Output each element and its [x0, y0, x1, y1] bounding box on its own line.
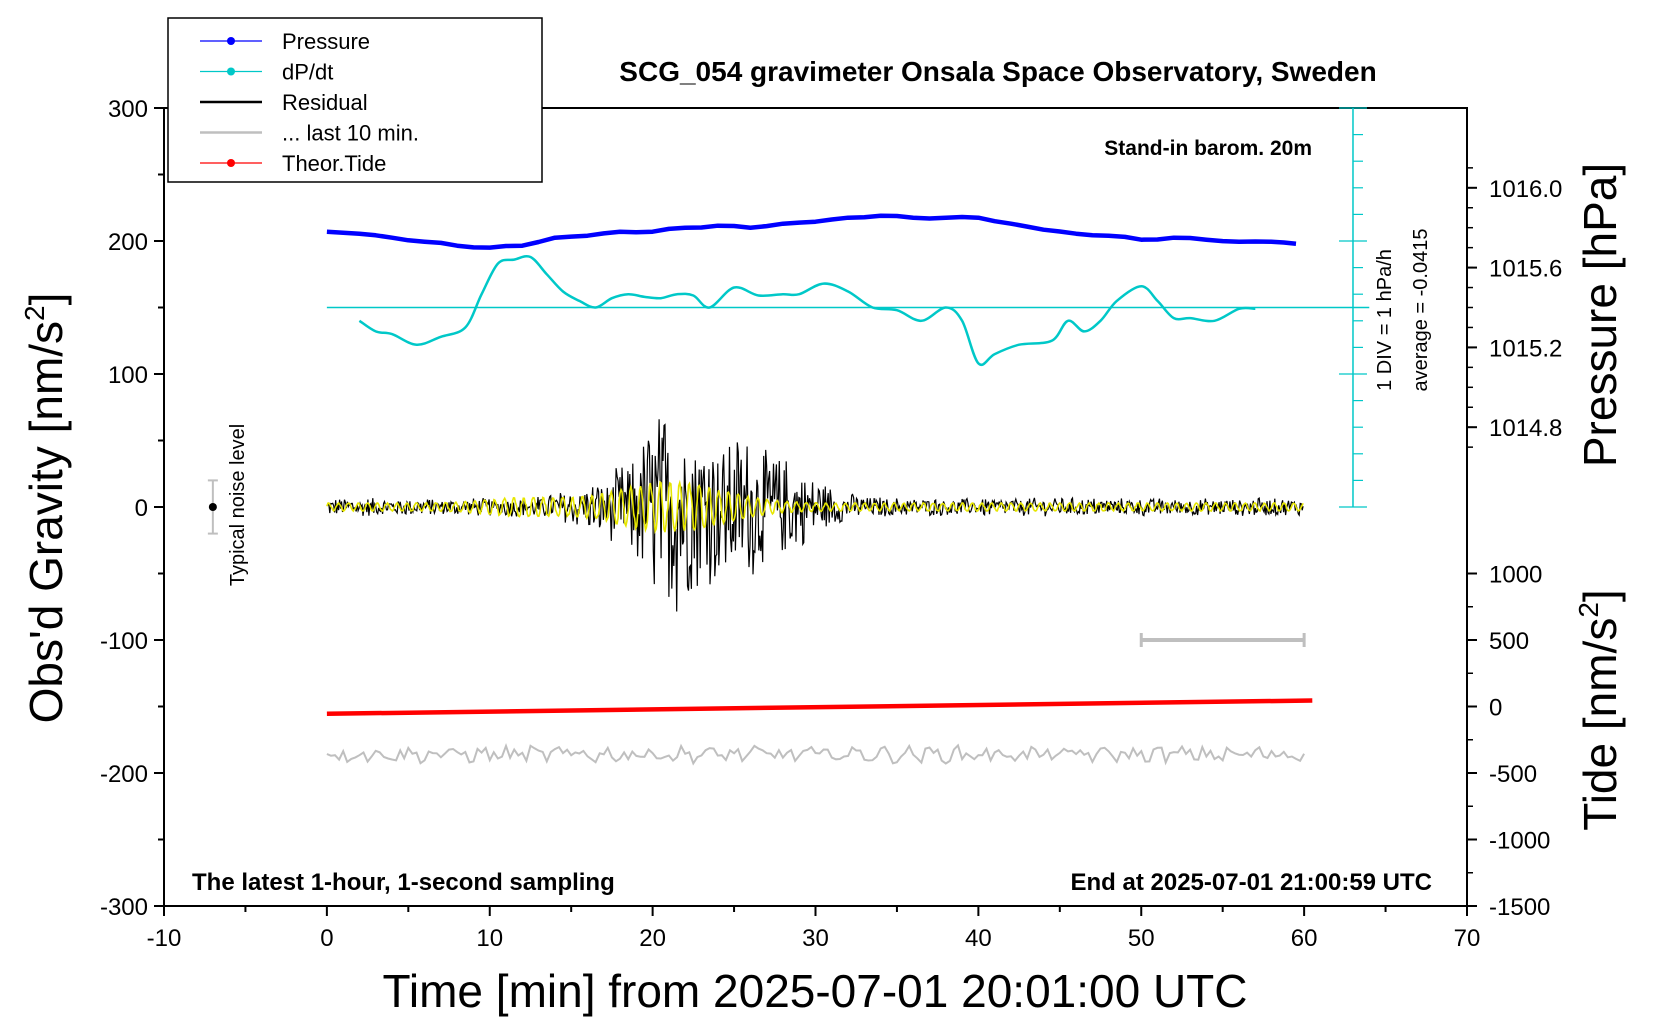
data-series: [207, 107, 1370, 766]
y-axis-tide-label: Tide [nm/s2]: [1573, 589, 1626, 830]
legend-marker: [227, 159, 235, 167]
legend-label: Theor.Tide: [282, 151, 386, 176]
x-axis-label: Time [min] from 2025-07-01 20:01:00 UTC: [383, 965, 1248, 1017]
y-tick-label: 300: [108, 96, 148, 123]
legend: Pressure dP/dt Residual ... last 10 min. The…: [167, 17, 543, 183]
last-10min-trace: [326, 742, 1305, 766]
end-time-note: End at 2025-07-01 21:00:59 UTC: [1071, 869, 1433, 896]
pressure-tick-label: 1014.8: [1489, 415, 1562, 442]
x-tick-label: 60: [1291, 925, 1318, 952]
tide-tick-label: -500: [1489, 761, 1537, 788]
x-tick-label: 20: [639, 925, 666, 952]
pressure-tick-label: 1015.2: [1489, 335, 1562, 362]
tide-tick-label: -1500: [1489, 894, 1550, 921]
filtered-line: [326, 479, 1304, 535]
noise-level-label: Typical noise level: [227, 424, 249, 586]
x-tick-label: 70: [1454, 925, 1481, 952]
y-tick-label: -300: [100, 894, 148, 921]
y-tick-label: 100: [108, 362, 148, 389]
legend-label: Residual: [282, 90, 368, 115]
x-tick-label: 30: [802, 925, 829, 952]
axis-ticks: -10 0 10 20 30 40 50 60 70-300-200-1000100200300…: [100, 96, 1562, 952]
x-tick-label: 40: [965, 925, 992, 952]
y-axis-pressure-label: Pressure [hPa]: [1574, 163, 1626, 467]
noise-dot: [208, 503, 217, 511]
x-tick-label: 50: [1128, 925, 1155, 952]
legend-label: ... last 10 min.: [282, 121, 419, 146]
legend-marker: [227, 67, 235, 76]
legend-label: dP/dt: [282, 60, 333, 85]
chart-title: SCG_054 gravimeter Onsala Space Observat…: [619, 56, 1376, 87]
x-tick-label: -10: [147, 925, 182, 952]
x-tick-label: 0: [320, 925, 333, 952]
y-tick-label: 0: [135, 495, 148, 522]
legend-marker: [227, 37, 235, 45]
pressure-tick-label: 1015.6: [1489, 256, 1562, 283]
residual-line: [326, 419, 1304, 612]
legend-label: Pressure: [282, 29, 370, 54]
tide-tick-label: 1000: [1489, 562, 1542, 589]
pressure-line: [326, 213, 1297, 250]
pressure-tick-label: 1016.0: [1489, 176, 1562, 203]
y-axis-left-label: Obs'd Gravity [nm/s2]: [19, 293, 72, 724]
dpdt-line: [358, 254, 1256, 366]
y-tick-label: -200: [100, 761, 148, 788]
barometer-note: Stand-in barom. 20m: [1104, 137, 1312, 160]
x-tick-label: 10: [476, 925, 503, 952]
sampling-note: The latest 1-hour, 1-second sampling: [192, 869, 615, 896]
dpdt-average-note: average = -0.0415: [1410, 229, 1432, 392]
dpdt-scale-note: 1 DIV = 1 hPa/h: [1374, 249, 1396, 391]
tide-tick-label: -1000: [1489, 828, 1550, 855]
y-tick-label: 200: [108, 229, 148, 256]
y-tick-label: -100: [100, 628, 148, 655]
tide-tick-label: 500: [1489, 628, 1529, 655]
tide-line: [326, 698, 1313, 717]
tide-tick-label: 0: [1489, 695, 1502, 722]
